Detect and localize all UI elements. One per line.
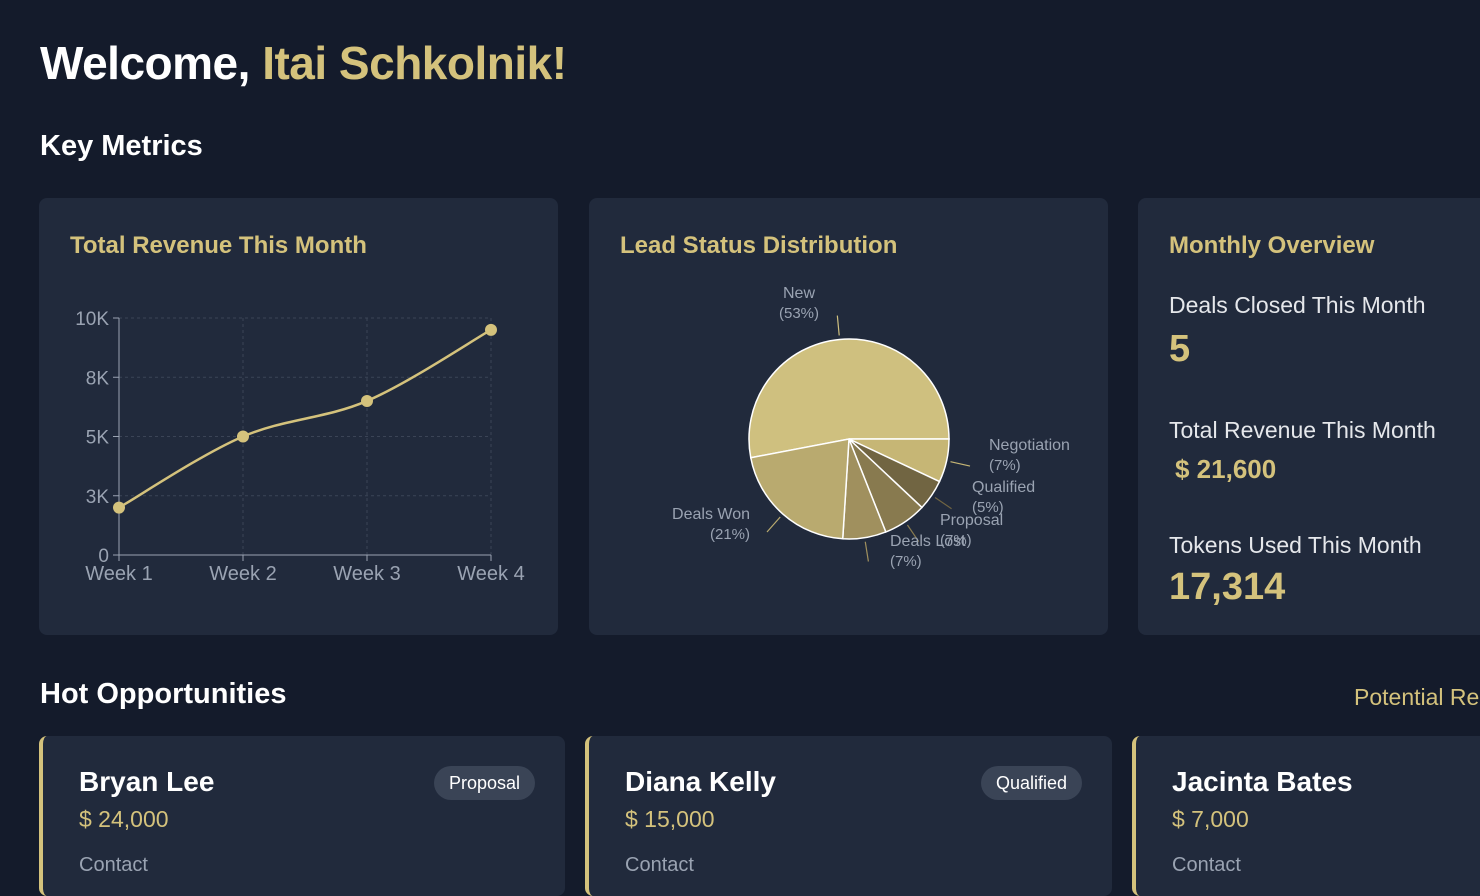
pie-slice-label: Qualified (972, 479, 1035, 496)
pie-slice-label: Deals Lost (890, 533, 966, 550)
lead-status-pie-chart: New (53%) Negotiation (7%) Qualified (5%)Prop… (672, 285, 1070, 570)
pie-slice (749, 438, 850, 540)
pie-leader-line (864, 541, 869, 562)
y-tick-label: 10K (75, 309, 109, 330)
pie-slice-label: Negotiation (989, 437, 1070, 454)
data-point (485, 323, 497, 336)
x-tick-label: Week 3 (333, 563, 400, 585)
potential-revenue-link[interactable]: Potential Re (1354, 684, 1480, 710)
pie-slice-percent: (7%) (989, 457, 1021, 474)
monthly-overview-card: Monthly Overview Deals Closed This Month… (1138, 198, 1480, 635)
pie-slice-label: Deals Won (672, 506, 750, 523)
x-tick-label: Week 1 (85, 563, 152, 585)
y-tick-label: 5K (86, 428, 110, 449)
revenue-card-title: Total Revenue This Month (70, 232, 367, 259)
revenue-line-chart: 0 3K 5K 8K 10K Week 1 Week 2 Week 3 Week 4 (75, 309, 525, 585)
pie-slice-percent: (5%) (972, 499, 1004, 516)
pie-leader-line (906, 524, 920, 542)
opportunity-name: Diana Kelly (625, 766, 776, 797)
opportunity-amount: $ 15,000 (625, 806, 715, 832)
tokens-value: 17,314 (1169, 566, 1286, 608)
y-tick-label: 3K (86, 487, 110, 508)
pie-slice (748, 338, 950, 459)
status-badge: Proposal (433, 766, 535, 800)
pie-slice-label: Proposal (940, 512, 1003, 529)
deals-closed-value: 5 (1169, 328, 1191, 370)
pie-leader-line (950, 461, 971, 467)
welcome-heading: Welcome, Itai Schkolnik! (40, 36, 567, 90)
opportunity-name: Bryan Lee (79, 766, 215, 797)
data-point (113, 501, 125, 514)
opportunity-name: Jacinta Bates (1172, 766, 1353, 797)
tokens-label: Tokens Used This Month (1169, 532, 1422, 558)
opportunity-meta: Contact (79, 854, 148, 876)
y-tick-label: 0 (98, 546, 109, 567)
opportunity-card[interactable]: Jacinta Bates $ 7,000 Contact (1132, 736, 1480, 896)
pie-slice-percent: (7%) (890, 553, 922, 570)
opportunity-card[interactable]: Diana Kelly $ 15,000 Qualified Contact (585, 736, 1112, 896)
key-metrics-title: Key Metrics (40, 130, 203, 162)
x-tick-label: Week 2 (209, 563, 276, 585)
lead-card-title: Lead Status Distribution (620, 232, 898, 259)
pie-slice-percent: (7%) (940, 532, 972, 549)
pie-slice-label: New (783, 285, 815, 302)
revenue-label: Total Revenue This Month (1169, 417, 1436, 443)
revenue-card: Total Revenue This Month 0 3K 5K 8K 10K Week … (39, 198, 558, 635)
greeting-text: Welcome, (40, 37, 250, 89)
deals-closed-label: Deals Closed This Month (1169, 292, 1426, 318)
opportunity-meta: Contact (1172, 854, 1241, 876)
status-badge: Qualified (980, 766, 1082, 800)
x-tick-label: Week 4 (457, 563, 524, 585)
revenue-series-line (118, 328, 492, 509)
pie-leader-line (934, 496, 952, 510)
pie-leader-line (836, 315, 840, 336)
user-name: Itai Schkolnik! (262, 37, 567, 89)
revenue-value: $ 21,600 (1175, 454, 1277, 484)
opportunity-amount: $ 24,000 (79, 806, 169, 832)
opportunity-meta: Contact (625, 854, 694, 876)
data-point (361, 394, 373, 407)
lead-status-card: Lead Status Distribution New (53%) Negotia… (589, 198, 1108, 635)
data-point (237, 430, 249, 443)
y-tick-label: 8K (86, 368, 110, 389)
pie-slice-percent: (21%) (710, 526, 750, 543)
pie-leader-line (766, 516, 781, 533)
pie-slice-percent: (53%) (779, 305, 819, 322)
opportunity-amount: $ 7,000 (1172, 806, 1249, 832)
hot-opportunities-title: Hot Opportunities (40, 678, 287, 710)
overview-card-title: Monthly Overview (1169, 232, 1375, 259)
opportunity-card[interactable]: Bryan Lee $ 24,000 Proposal Contact (39, 736, 565, 896)
